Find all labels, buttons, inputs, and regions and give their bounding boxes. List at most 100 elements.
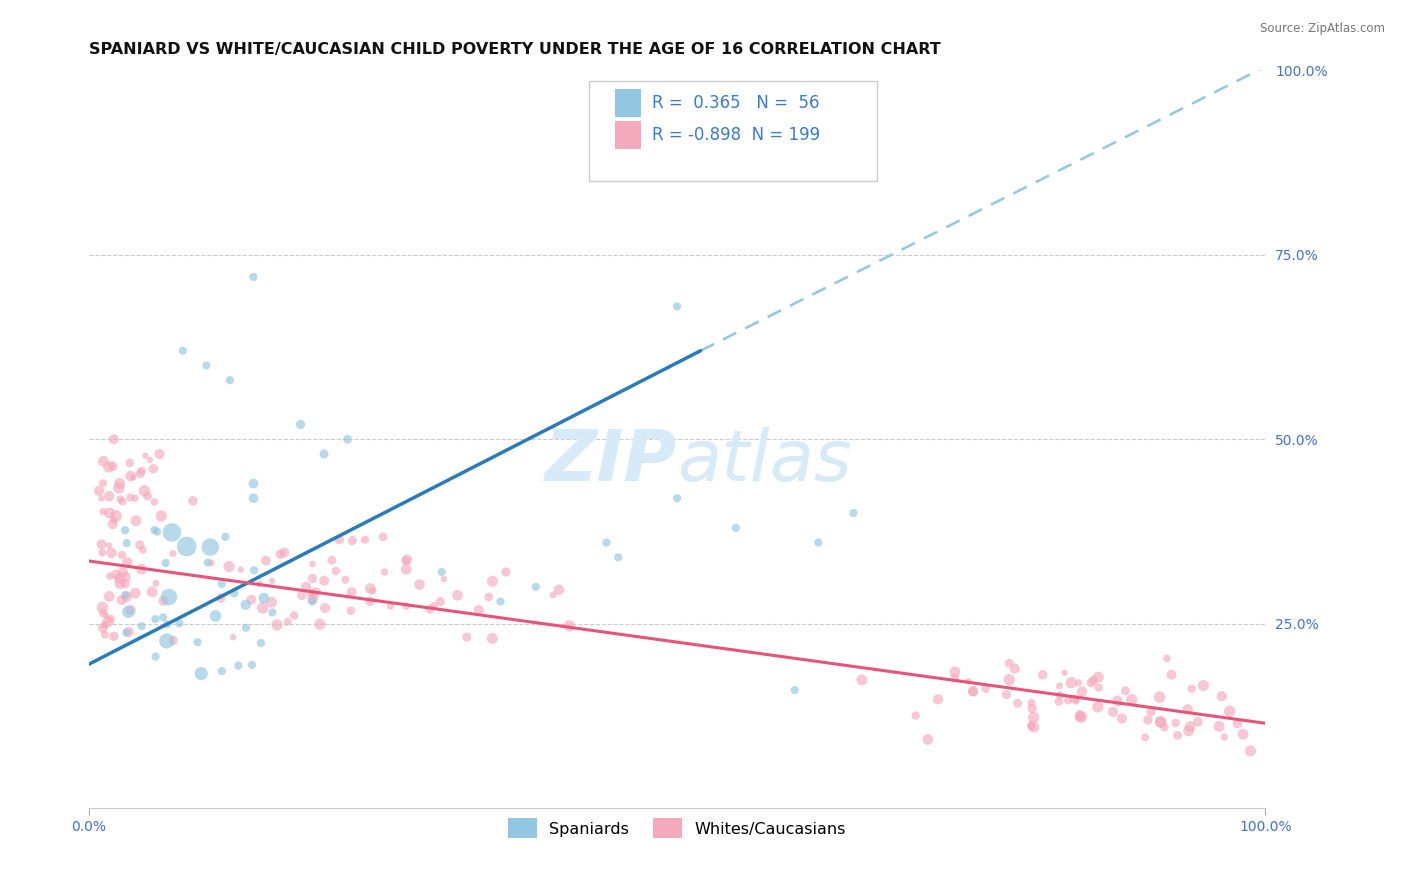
Point	[105, 567, 128, 582]
Point	[242, 476, 264, 491]
Point	[124, 586, 146, 600]
Point	[1070, 710, 1092, 724]
Point	[807, 535, 830, 549]
Point	[1232, 727, 1254, 741]
Point	[91, 607, 114, 621]
Point	[118, 456, 141, 470]
Point	[242, 491, 264, 506]
Point	[209, 591, 232, 605]
Text: atlas: atlas	[678, 427, 852, 496]
Point	[373, 530, 395, 544]
Point	[115, 625, 138, 640]
Point	[94, 628, 117, 642]
Point	[342, 533, 364, 548]
Point	[100, 546, 122, 560]
Point	[277, 615, 299, 629]
Point	[139, 453, 162, 467]
Point	[114, 588, 136, 602]
Point	[111, 593, 134, 607]
Point	[328, 533, 350, 547]
Point	[1211, 690, 1233, 704]
Point	[283, 608, 305, 623]
Point	[1087, 681, 1109, 695]
Point	[122, 470, 145, 484]
Point	[607, 550, 630, 565]
Point	[108, 476, 131, 491]
Point	[1022, 710, 1045, 724]
Point	[943, 671, 966, 685]
Point	[117, 605, 139, 619]
Point	[187, 635, 209, 649]
Point	[666, 491, 689, 506]
Point	[321, 553, 343, 567]
Point	[1107, 694, 1129, 708]
Point	[211, 577, 233, 591]
Point	[98, 569, 121, 583]
Point	[359, 594, 381, 608]
Point	[1080, 675, 1102, 690]
Point	[998, 673, 1021, 687]
Point	[115, 590, 138, 604]
Text: R = -0.898  N = 199: R = -0.898 N = 199	[652, 127, 821, 145]
Point	[340, 604, 363, 618]
Point	[120, 469, 142, 483]
Point	[361, 583, 384, 598]
Point	[91, 505, 114, 519]
Point	[120, 491, 142, 505]
Point	[1102, 705, 1125, 719]
Point	[927, 692, 949, 706]
Point	[301, 591, 323, 606]
Point	[252, 601, 274, 615]
Point	[429, 594, 451, 608]
Point	[468, 603, 491, 617]
Point	[395, 562, 418, 576]
Point	[105, 508, 128, 523]
Text: ZIP: ZIP	[544, 427, 678, 496]
Point	[489, 594, 512, 608]
Point	[103, 513, 125, 527]
Point	[917, 732, 939, 747]
Point	[974, 681, 997, 696]
Point	[260, 574, 283, 588]
Point	[295, 580, 318, 594]
Point	[111, 566, 134, 580]
Point	[143, 523, 166, 537]
Point	[1187, 714, 1209, 729]
Point	[152, 593, 174, 607]
Point	[156, 634, 179, 648]
Point	[152, 610, 174, 624]
Point	[155, 556, 177, 570]
Point	[134, 449, 156, 463]
Point	[783, 683, 806, 698]
Point	[108, 576, 131, 591]
Point	[1021, 701, 1043, 715]
Point	[224, 586, 246, 600]
Point	[354, 533, 377, 547]
Point	[143, 495, 166, 509]
Point	[456, 630, 478, 644]
Point	[125, 514, 148, 528]
Point	[1060, 675, 1083, 690]
Point	[423, 599, 446, 613]
Point	[145, 576, 167, 591]
Point	[1022, 720, 1045, 734]
Point	[1057, 693, 1080, 707]
Point	[1192, 679, 1215, 693]
Point	[200, 540, 222, 554]
Point	[240, 592, 263, 607]
Point	[156, 617, 179, 632]
Point	[666, 300, 689, 314]
Point	[312, 447, 335, 461]
Point	[1114, 683, 1136, 698]
Point	[395, 552, 418, 566]
Point	[1164, 716, 1187, 731]
Point	[148, 447, 170, 461]
Point	[94, 608, 117, 623]
Point	[253, 591, 276, 606]
Point	[1153, 720, 1175, 734]
Point	[114, 570, 136, 584]
Point	[162, 633, 184, 648]
Point	[141, 584, 163, 599]
Point	[162, 547, 184, 561]
Point	[1121, 692, 1143, 706]
